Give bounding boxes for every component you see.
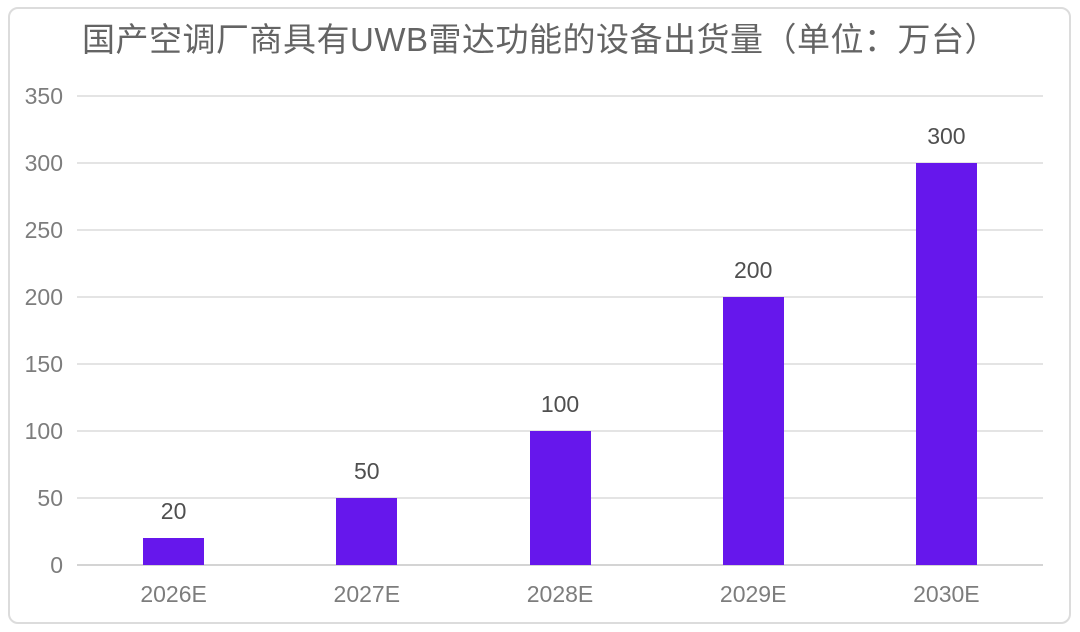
bar-2030E <box>915 163 977 565</box>
x-axis-category-label: 2030E <box>913 581 980 607</box>
bar-2027E <box>336 498 398 565</box>
gridline <box>77 296 1043 298</box>
y-axis-tick-label: 200 <box>24 284 63 310</box>
y-axis-tick-label: 350 <box>24 83 63 109</box>
bar-2028E <box>529 431 591 565</box>
y-axis-tick-label: 250 <box>24 217 63 243</box>
bar-2029E <box>722 297 784 565</box>
x-axis-line <box>77 564 1043 566</box>
y-axis-tick-label: 300 <box>24 150 63 176</box>
bar-value-label: 50 <box>354 458 380 484</box>
chart-title: 国产空调厂商具有UWB雷达功能的设备出货量（单位：万台） <box>82 21 998 58</box>
x-axis-category-label: 2027E <box>333 581 401 607</box>
gridline <box>77 229 1043 231</box>
bar-value-label: 100 <box>540 391 580 417</box>
y-axis-tick-label: 0 <box>50 552 63 578</box>
bar-2026E <box>143 538 205 565</box>
y-axis-tick-label: 150 <box>24 351 63 377</box>
gridline <box>77 363 1043 365</box>
bar-value-label: 200 <box>734 257 773 283</box>
x-axis-category-label: 2029E <box>719 581 787 607</box>
bar-value-label: 300 <box>927 123 966 149</box>
y-axis-tick-label: 50 <box>37 485 63 511</box>
bar-value-label: 20 <box>160 498 187 525</box>
x-axis-category-label: 2026E <box>140 581 207 607</box>
gridline <box>77 95 1043 97</box>
x-axis-category-label: 2028E <box>526 581 594 607</box>
y-axis-tick-label: 100 <box>24 418 63 444</box>
gridline <box>77 162 1043 164</box>
